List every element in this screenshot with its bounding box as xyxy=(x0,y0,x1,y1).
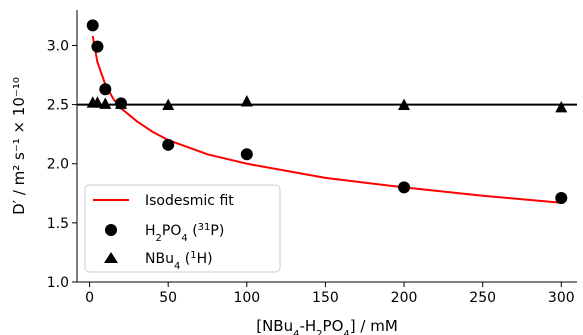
h2po4-point xyxy=(162,138,175,151)
x-tick-label: 250 xyxy=(469,290,496,306)
y-tick-label: 1.0 xyxy=(47,275,69,291)
legend-h2po4-label: H2PO4 (31P) xyxy=(145,222,224,244)
x-tick-label: 300 xyxy=(548,290,575,306)
y-tick-label: 2.0 xyxy=(47,157,69,173)
plot-area xyxy=(77,19,577,205)
legend-frame xyxy=(84,184,281,273)
h2po4-point xyxy=(91,40,104,53)
h2po4-point xyxy=(86,19,99,32)
h2po4-point xyxy=(99,83,112,96)
legend-nbu4-label: NBu4 (1H) xyxy=(145,250,213,272)
x-tick-label: 200 xyxy=(391,290,418,306)
nbu4-point xyxy=(162,98,175,111)
x-tick-label: 150 xyxy=(312,290,339,306)
nbu4-point xyxy=(99,97,112,109)
x-tick-label: 0 xyxy=(85,290,94,306)
y-axis-label: D′ / m² s⁻¹ × 10⁻¹⁰ xyxy=(10,77,28,215)
nbu4-point xyxy=(115,97,128,109)
axes: 0 50 100 150 200 250 300 1.0 1.5 2.0 2.5 3.0 xyxy=(47,10,577,306)
x-axis-label: [NBu4-H2PO4] / mM xyxy=(256,317,398,335)
y-tick-label: 2.5 xyxy=(47,98,69,114)
x-tick-label: 100 xyxy=(233,290,260,306)
legend-nbu4-swatch xyxy=(104,252,118,263)
y-tick-label: 3.0 xyxy=(47,38,69,54)
legend-fit-label: Isodesmic fit xyxy=(145,193,234,209)
x-tick-label: 50 xyxy=(159,290,177,306)
nbu4-point xyxy=(91,96,104,108)
legend: Isodesmic fit H2PO4 (31P) NBu4 (1H) xyxy=(84,184,281,273)
y-tick-label: 1.5 xyxy=(47,216,69,232)
nbu4-point xyxy=(555,100,568,113)
h2po4-point xyxy=(555,192,568,205)
nbu4-point xyxy=(398,98,411,111)
h2po4-point xyxy=(398,181,411,194)
legend-h2po4-swatch xyxy=(105,224,117,236)
h2po4-point xyxy=(240,148,253,161)
fit-curve xyxy=(91,35,562,204)
nbu4-point xyxy=(240,95,253,107)
